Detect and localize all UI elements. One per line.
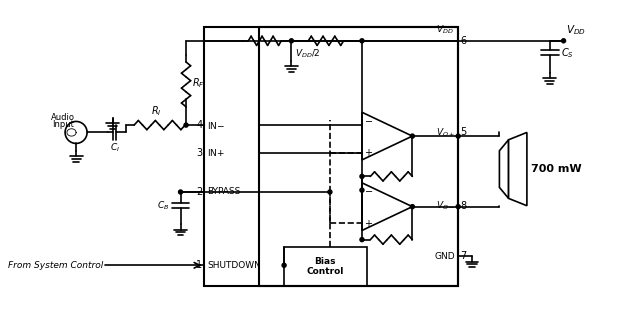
Text: BYPASS: BYPASS — [207, 188, 241, 197]
Circle shape — [282, 263, 286, 267]
Bar — [284, 247, 366, 287]
Text: 7: 7 — [460, 251, 466, 261]
Polygon shape — [500, 140, 509, 198]
Text: Audio: Audio — [51, 113, 76, 122]
Text: SHUTDOWN: SHUTDOWN — [207, 261, 261, 270]
Text: $V_{DD}$: $V_{DD}$ — [436, 24, 454, 36]
Circle shape — [360, 39, 364, 43]
Text: Bias
Control: Bias Control — [306, 257, 344, 276]
Text: $V_{O-}$: $V_{O-}$ — [436, 199, 456, 212]
Text: From System Control: From System Control — [8, 261, 103, 270]
Circle shape — [561, 39, 566, 43]
Text: $C_B$: $C_B$ — [157, 199, 170, 212]
Circle shape — [410, 134, 414, 138]
Text: 6: 6 — [460, 36, 466, 46]
Circle shape — [456, 134, 460, 138]
Text: IN$-$: IN$-$ — [207, 120, 225, 131]
Text: $R_F$: $R_F$ — [191, 76, 204, 90]
Text: 8: 8 — [460, 201, 466, 211]
Text: 2: 2 — [196, 187, 202, 197]
Bar — [259, 27, 458, 287]
Text: $+$: $+$ — [364, 147, 373, 158]
Circle shape — [360, 174, 364, 178]
Circle shape — [360, 238, 364, 242]
Text: $-$: $-$ — [364, 114, 373, 125]
Text: 3: 3 — [196, 148, 202, 158]
Text: $V_{DD}$: $V_{DD}$ — [566, 23, 586, 37]
Text: GND: GND — [435, 252, 456, 261]
Text: $C_I$: $C_I$ — [110, 142, 119, 154]
Bar — [204, 27, 458, 287]
Text: $-$: $-$ — [364, 185, 373, 195]
Circle shape — [456, 204, 460, 209]
Circle shape — [178, 190, 183, 194]
Circle shape — [328, 190, 332, 194]
Circle shape — [290, 39, 293, 43]
Text: 1: 1 — [196, 260, 202, 270]
Text: $+$: $+$ — [364, 218, 373, 229]
Text: $R_I$: $R_I$ — [150, 104, 161, 118]
Circle shape — [410, 204, 414, 209]
Text: 700 mW: 700 mW — [532, 164, 582, 174]
Text: IN$+$: IN$+$ — [207, 147, 225, 158]
Text: 5: 5 — [460, 128, 466, 137]
Text: Input: Input — [53, 120, 74, 129]
Circle shape — [360, 188, 364, 192]
Text: $V_{O+}$: $V_{O+}$ — [436, 126, 456, 139]
Polygon shape — [509, 132, 527, 206]
Text: $V_{DD}/2$: $V_{DD}/2$ — [295, 47, 321, 60]
Text: 4: 4 — [196, 120, 202, 130]
Text: $C_S$: $C_S$ — [561, 46, 574, 59]
Circle shape — [184, 123, 188, 127]
